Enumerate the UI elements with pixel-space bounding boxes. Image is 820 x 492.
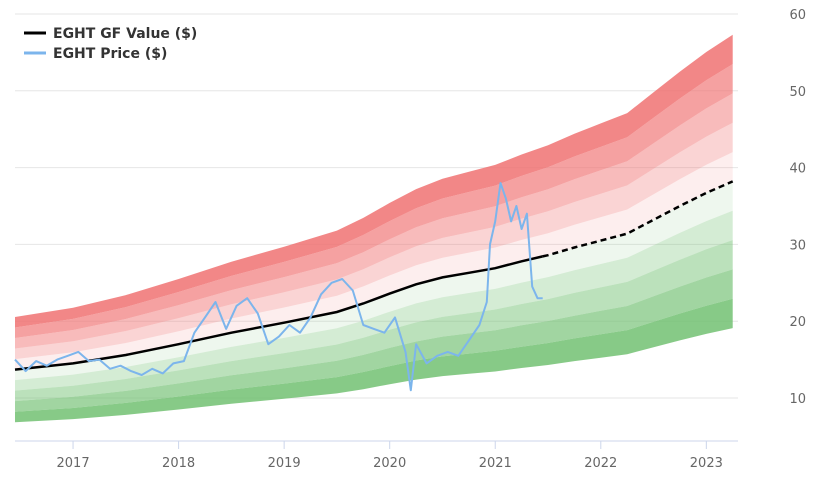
- y-tick-label-10: 10: [789, 392, 806, 407]
- y-tick-label-30: 30: [789, 238, 806, 253]
- x-tick-label-2017: 2017: [57, 456, 90, 471]
- x-tick-labels: 2017 2018 2019 2020 2021 2022 2023: [57, 456, 723, 471]
- band-below-3: [15, 240, 733, 402]
- x-tick-label-2020: 2020: [373, 456, 406, 471]
- gf-value-line: [14, 255, 543, 371]
- y-tick-labels: 10 20 30 40 50 60: [789, 8, 806, 407]
- band-below-5: [15, 298, 733, 423]
- y-tick-label-40: 40: [789, 162, 806, 177]
- y-tick-label-20: 20: [789, 315, 806, 330]
- gf-value-line-group: [14, 180, 734, 371]
- price-line-group: [14, 182, 543, 392]
- x-tick-label-2021: 2021: [479, 456, 512, 471]
- x-tick-label-2019: 2019: [268, 456, 301, 471]
- price-line: [14, 182, 543, 392]
- legend: EGHT GF Value ($) EGHT Price ($): [24, 26, 197, 62]
- y-tick-label-50: 50: [789, 85, 806, 100]
- legend-label-price: EGHT Price ($): [53, 46, 167, 62]
- legend-label-gf-value: EGHT GF Value ($): [53, 26, 197, 42]
- axes: [15, 440, 738, 449]
- x-tick-label-2023: 2023: [690, 456, 723, 471]
- valuation-bands: [15, 34, 733, 423]
- x-tick-label-2018: 2018: [162, 456, 195, 471]
- gf-value-projected-line: [542, 180, 734, 258]
- y-tick-label-60: 60: [789, 8, 806, 23]
- x-tick-label-2022: 2022: [584, 456, 617, 471]
- band-below-4: [15, 269, 733, 412]
